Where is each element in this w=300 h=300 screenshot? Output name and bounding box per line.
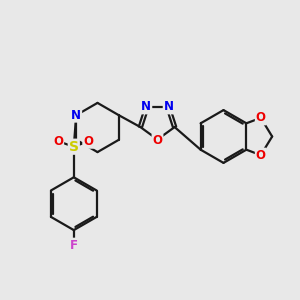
Text: O: O <box>152 134 163 148</box>
Text: O: O <box>256 111 266 124</box>
Text: N: N <box>71 109 81 122</box>
Text: N: N <box>164 100 174 113</box>
Text: S: S <box>69 140 79 154</box>
Text: O: O <box>53 135 63 148</box>
Text: F: F <box>70 238 78 252</box>
Text: O: O <box>256 148 266 162</box>
Text: O: O <box>83 135 93 148</box>
Text: N: N <box>141 100 151 113</box>
